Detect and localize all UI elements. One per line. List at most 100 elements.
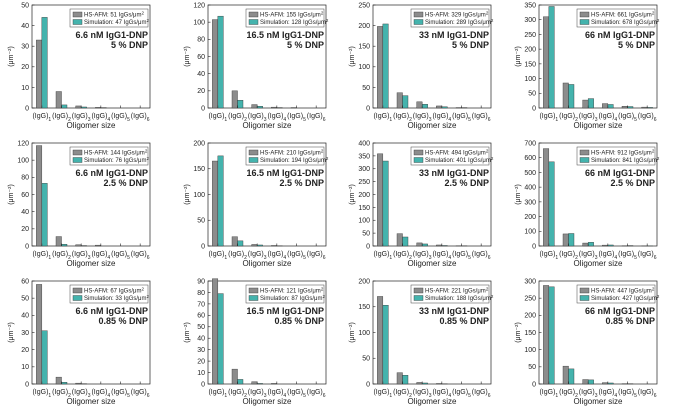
legend-swatch-hs-afm [413,149,424,156]
legend-label-hs-afm: HS-AFM: 121 IgGs/μm2 [260,286,324,295]
y-tick-label-4: 200 [358,278,370,285]
bar-simulation-5 [627,106,634,109]
bar-hs-afm-1 [212,278,219,385]
y-tick-label-5: 250 [358,2,370,9]
legend-label-simulation: Simulation: 47 IgGs/μm2 [84,18,149,27]
x-axis-label: Oligomer size [408,397,457,406]
condition-concentration: 66 nM IgG1-DNP [585,30,655,40]
x-tick-label-5: (IgG)5 [111,389,130,399]
bar-hs-afm-4 [271,245,278,247]
y-tick-label-5: 100 [17,158,29,165]
legend-box [576,284,656,304]
bar-hs-afm-1 [36,39,43,109]
bar-hs-afm-2 [55,91,62,109]
x-tick-label-1: (IgG)1 [539,113,558,123]
y-tick-label-0: 0 [532,381,536,388]
y-tick-label-1: 20 [197,88,205,95]
y-tick-label-4: 40 [21,23,29,30]
condition-dnp: 0.85 % DNP [439,316,489,326]
y-tick-label-5: 500 [524,170,536,177]
x-tick-label-6: (IgG)6 [472,251,491,261]
y-tick-label-7: 700 [524,140,536,147]
x-axis-label: Oligomer size [574,259,623,268]
bar-hs-afm-2 [396,372,403,385]
x-axis-label: Oligomer size [67,259,116,268]
x-tick-label-4: (IgG)4 [432,389,451,399]
bar-simulation-3 [421,382,428,385]
y-axis-label: (μm⁻²) [184,322,191,343]
bar-simulation-2 [237,240,244,247]
y-axis-label: (μm⁻²) [184,46,191,67]
condition-concentration: 6.6 nM IgG1-DNP [75,306,148,316]
y-tick-label-7: 70 [197,301,205,308]
y-tick-label-1: 50 [362,85,370,92]
bar-simulation-1 [548,161,555,247]
y-tick-label-7: 350 [358,153,370,160]
x-tick-label-6: (IgG)6 [472,389,491,399]
y-tick-label-9: 90 [197,278,205,285]
x-tick-label-4: (IgG)4 [91,113,110,123]
y-tick-label-4: 200 [358,23,370,30]
y-tick-label-3: 60 [197,54,205,61]
x-tick-label-4: (IgG)4 [598,389,617,399]
x-tick-label-2: (IgG)2 [393,113,412,123]
legend-box [576,146,656,166]
legend-box [69,8,149,28]
x-axis-label: Oligomer size [408,121,457,130]
legend-swatch-hs-afm [72,11,83,18]
legend-swatch-simulation [72,19,83,25]
bar-hs-afm-1 [543,148,550,247]
y-tick-label-0: 0 [25,381,29,388]
y-tick-label-4: 400 [524,185,536,192]
x-tick-label-4: (IgG)4 [267,251,286,261]
y-axis-label: (μm⁻²) [8,184,15,205]
condition-dnp: 2.5 % DNP [610,178,655,188]
plot-frame [538,142,658,247]
legend-box [245,8,325,28]
bar-simulation-4 [607,382,614,385]
legend-label-hs-afm: HS-AFM: 144 IgGs/μm2 [84,148,148,157]
legend-swatch-simulation [579,157,590,163]
legend-swatch-simulation [413,295,424,301]
bar-simulation-2 [568,368,575,385]
y-tick-label-6: 600 [524,155,536,162]
bar-simulation-1 [382,23,389,109]
y-tick-label-3: 150 [358,205,370,212]
x-tick-label-6: (IgG)6 [638,389,657,399]
y-tick-label-1: 100 [524,229,536,236]
legend-label-hs-afm: HS-AFM: 51 IgGs/μm2 [84,10,144,19]
x-tick-label-6: (IgG)6 [307,389,326,399]
bar-hs-afm-4 [602,244,609,247]
condition-concentration: 6.6 nM IgG1-DNP [75,168,148,178]
x-tick-label-5: (IgG)5 [111,251,130,261]
condition-dnp: 0.85 % DNP [98,316,148,326]
legend-swatch-hs-afm [248,287,259,294]
x-tick-label-6: (IgG)6 [307,113,326,123]
y-tick-label-5: 250 [358,179,370,186]
y-tick-label-5: 50 [197,324,205,331]
x-tick-label-4: (IgG)4 [432,251,451,261]
x-tick-label-3: (IgG)3 [248,251,267,261]
bar-simulation-1 [382,305,389,385]
legend-label-hs-afm: HS-AFM: 155 IgGs/μm2 [260,10,324,19]
y-tick-label-2: 200 [524,214,536,221]
y-tick-label-2: 100 [524,76,536,83]
x-tick-label-3: (IgG)3 [72,113,91,123]
legend-label-hs-afm: HS-AFM: 912 IgGs/μm2 [591,148,655,157]
y-tick-label-4: 200 [358,192,370,199]
y-tick-label-7: 350 [524,2,536,9]
x-axis-label: Oligomer size [67,121,116,130]
y-tick-label-0: 0 [532,105,536,112]
y-tick-label-2: 100 [193,192,205,199]
legend-label-hs-afm: HS-AFM: 210 IgGs/μm2 [260,148,324,157]
bar-simulation-2 [61,382,68,385]
bar-hs-afm-4 [436,105,443,109]
bar-hs-afm-1 [377,26,384,109]
bar-hs-afm-4 [271,106,278,109]
legend-box [410,8,490,28]
